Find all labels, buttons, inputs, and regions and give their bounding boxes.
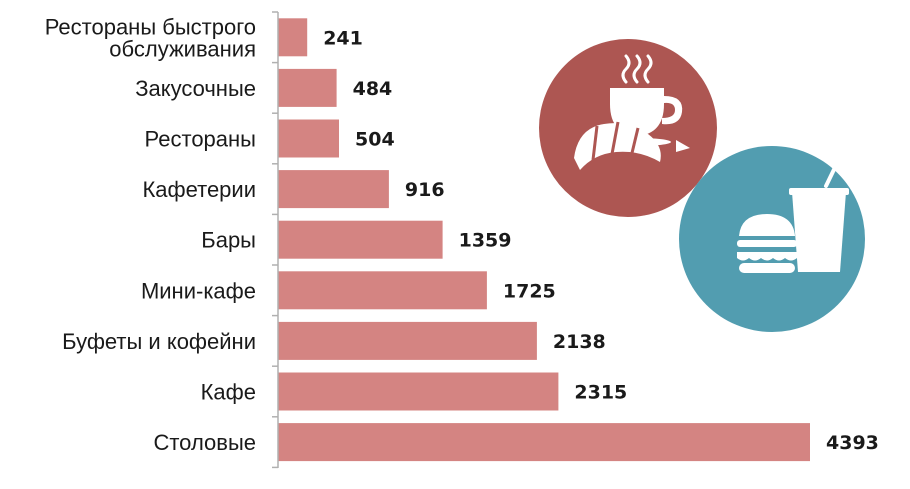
category-label-line: Буфеты и кофейни [62,329,256,354]
burger-icon [737,214,797,273]
fastfood-badge [679,146,865,332]
bar [278,170,389,209]
category-label: Кафетерии [142,177,256,202]
category-label-line: Мини-кафе [141,278,256,303]
bar [278,18,308,57]
category-label: Кафе [201,380,256,405]
bar [278,68,337,107]
bars-layer [278,18,810,462]
category-label-line: Кафетерии [142,177,256,202]
value-label: 916 [405,179,445,201]
category-label-line: Кафе [201,380,256,405]
value-label: 1359 [459,230,512,252]
category-label: Рестораны [145,127,256,152]
category-label: Рестораны быстрого обслуживания [45,14,256,61]
category-label: Столовые [153,430,256,455]
drink-cup-icon [789,188,849,272]
category-label-line: Закусочные [135,76,256,101]
value-label: 2315 [574,382,627,404]
value-label: 504 [355,129,395,151]
category-label: Мини-кафе [141,278,256,303]
bar [278,119,339,158]
value-labels: 241 484 504 916 1359 1725 2138 2315 4393 [323,27,879,454]
bar [278,220,443,259]
value-label: 241 [323,27,363,49]
category-label-line: Рестораны [145,127,256,152]
category-label: Буфеты и кофейни [62,329,256,354]
value-label: 2138 [553,331,606,353]
bar [278,321,537,360]
value-label: 484 [353,78,393,100]
category-label-line: Бары [201,228,256,253]
category-label: Бары [201,228,256,253]
value-label: 4393 [826,432,879,454]
category-label: Закусочные [135,76,256,101]
straw-icon [824,153,843,188]
bar [278,372,559,411]
croissant-icon [574,121,690,170]
category-label-line: обслуживания [109,36,256,61]
coffee-badge [539,39,717,217]
y-axis-ticks [272,11,278,469]
category-labels: Рестораны быстрого обслуживания Закусочные… [45,14,256,455]
bar [278,423,810,462]
category-label-line: Столовые [153,430,256,455]
category-label-line: Рестораны быстрого [45,14,256,39]
value-label: 1725 [503,280,556,302]
steam-icon [621,54,653,84]
bar [278,271,487,310]
